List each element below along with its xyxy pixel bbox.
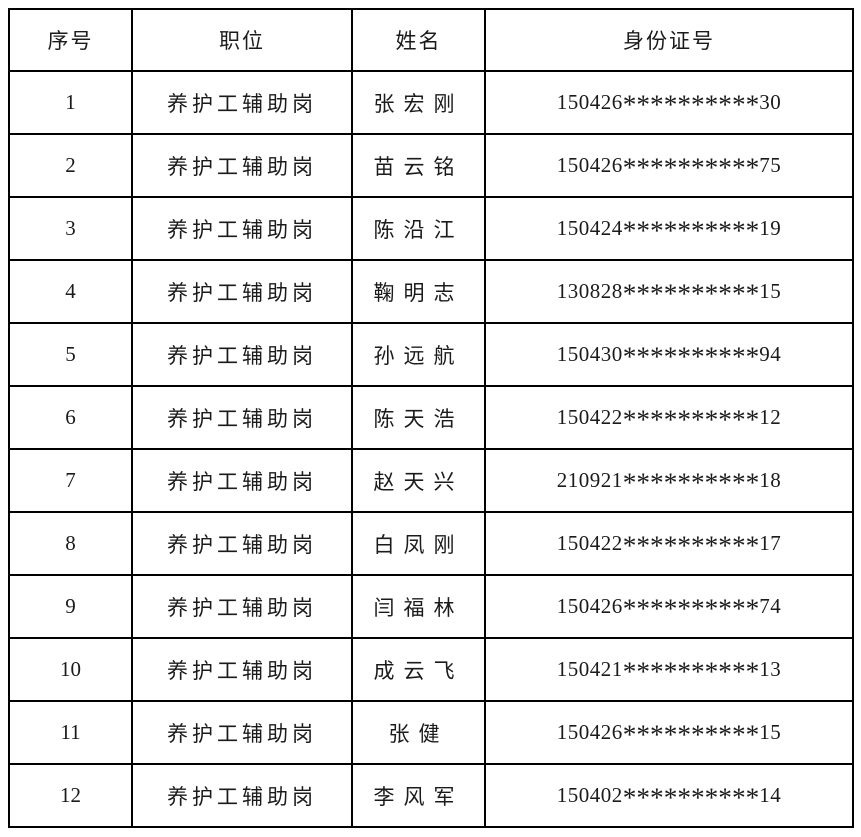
cell-position: 养护工辅助岗 — [131, 637, 353, 702]
table-row: 3 养护工辅助岗 陈沿江 150424**********19 — [8, 196, 854, 261]
table-row: 4 养护工辅助岗 鞠明志 130828**********15 — [8, 259, 854, 324]
id-mask: ********** — [622, 89, 760, 120]
cell-serial: 8 — [8, 511, 133, 576]
id-mask: ********** — [622, 404, 760, 435]
header-serial: 序号 — [8, 8, 133, 72]
cell-serial: 11 — [8, 700, 133, 765]
table-row: 10 养护工辅助岗 成云飞 150421**********13 — [8, 637, 854, 702]
cell-id: 150430**********94 — [484, 322, 854, 387]
table-row: 11 养护工辅助岗 张健 150426**********15 — [8, 700, 854, 765]
cell-position: 养护工辅助岗 — [131, 70, 353, 135]
table-header-row: 序号 职位 姓名 身份证号 — [8, 8, 854, 72]
table-body: 1 养护工辅助岗 张宏刚 150426**********30 2 养护工辅助岗 苗云铭 15… — [8, 70, 854, 828]
id-mask: ********** — [622, 341, 760, 372]
cell-name: 成云飞 — [351, 637, 486, 702]
cell-position: 养护工辅助岗 — [131, 133, 353, 198]
cell-name: 陈天浩 — [351, 385, 486, 450]
cell-id: 150426**********15 — [484, 700, 854, 765]
cell-position: 养护工辅助岗 — [131, 763, 353, 828]
id-mask: ********** — [622, 719, 760, 750]
cell-id: 150422**********12 — [484, 385, 854, 450]
cell-serial: 10 — [8, 637, 133, 702]
cell-id: 150426**********75 — [484, 133, 854, 198]
cell-id: 150421**********13 — [484, 637, 854, 702]
cell-name: 鞠明志 — [351, 259, 486, 324]
cell-position: 养护工辅助岗 — [131, 448, 353, 513]
cell-serial: 4 — [8, 259, 133, 324]
cell-position: 养护工辅助岗 — [131, 259, 353, 324]
table-row: 8 养护工辅助岗 白凤刚 150422**********17 — [8, 511, 854, 576]
table-row: 9 养护工辅助岗 闫福林 150426**********74 — [8, 574, 854, 639]
cell-name: 孙远航 — [351, 322, 486, 387]
cell-serial: 6 — [8, 385, 133, 450]
cell-name: 陈沿江 — [351, 196, 486, 261]
id-mask: ********** — [622, 593, 760, 624]
cell-name: 李风军 — [351, 763, 486, 828]
id-mask: ********** — [622, 782, 760, 813]
cell-serial: 1 — [8, 70, 133, 135]
id-mask: ********** — [622, 152, 760, 183]
cell-position: 养护工辅助岗 — [131, 700, 353, 765]
cell-id: 150422**********17 — [484, 511, 854, 576]
roster-table: 序号 职位 姓名 身份证号 1 养护工辅助岗 张宏刚 150426**********… — [8, 8, 854, 828]
table-row: 6 养护工辅助岗 陈天浩 150422**********12 — [8, 385, 854, 450]
cell-name: 闫福林 — [351, 574, 486, 639]
id-mask: ********** — [622, 656, 760, 687]
cell-id: 210921**********18 — [484, 448, 854, 513]
id-mask: ********** — [622, 530, 760, 561]
header-position: 职位 — [131, 8, 353, 72]
id-mask: ********** — [622, 467, 760, 498]
cell-id: 150402**********14 — [484, 763, 854, 828]
id-mask: ********** — [622, 278, 760, 309]
header-id: 身份证号 — [484, 8, 854, 72]
cell-name: 张宏刚 — [351, 70, 486, 135]
cell-name: 白凤刚 — [351, 511, 486, 576]
cell-position: 养护工辅助岗 — [131, 322, 353, 387]
cell-serial: 3 — [8, 196, 133, 261]
cell-serial: 9 — [8, 574, 133, 639]
cell-serial: 5 — [8, 322, 133, 387]
cell-id: 130828**********15 — [484, 259, 854, 324]
cell-serial: 2 — [8, 133, 133, 198]
cell-id: 150424**********19 — [484, 196, 854, 261]
table-row: 2 养护工辅助岗 苗云铭 150426**********75 — [8, 133, 854, 198]
id-mask: ********** — [622, 215, 760, 246]
cell-id: 150426**********74 — [484, 574, 854, 639]
table-row: 12 养护工辅助岗 李风军 150402**********14 — [8, 763, 854, 828]
cell-name: 张健 — [351, 700, 486, 765]
header-name: 姓名 — [351, 8, 486, 72]
cell-position: 养护工辅助岗 — [131, 574, 353, 639]
cell-serial: 12 — [8, 763, 133, 828]
cell-name: 赵天兴 — [351, 448, 486, 513]
table-row: 5 养护工辅助岗 孙远航 150430**********94 — [8, 322, 854, 387]
cell-position: 养护工辅助岗 — [131, 385, 353, 450]
cell-serial: 7 — [8, 448, 133, 513]
cell-position: 养护工辅助岗 — [131, 511, 353, 576]
cell-position: 养护工辅助岗 — [131, 196, 353, 261]
table-row: 1 养护工辅助岗 张宏刚 150426**********30 — [8, 70, 854, 135]
cell-id: 150426**********30 — [484, 70, 854, 135]
table-row: 7 养护工辅助岗 赵天兴 210921**********18 — [8, 448, 854, 513]
cell-name: 苗云铭 — [351, 133, 486, 198]
